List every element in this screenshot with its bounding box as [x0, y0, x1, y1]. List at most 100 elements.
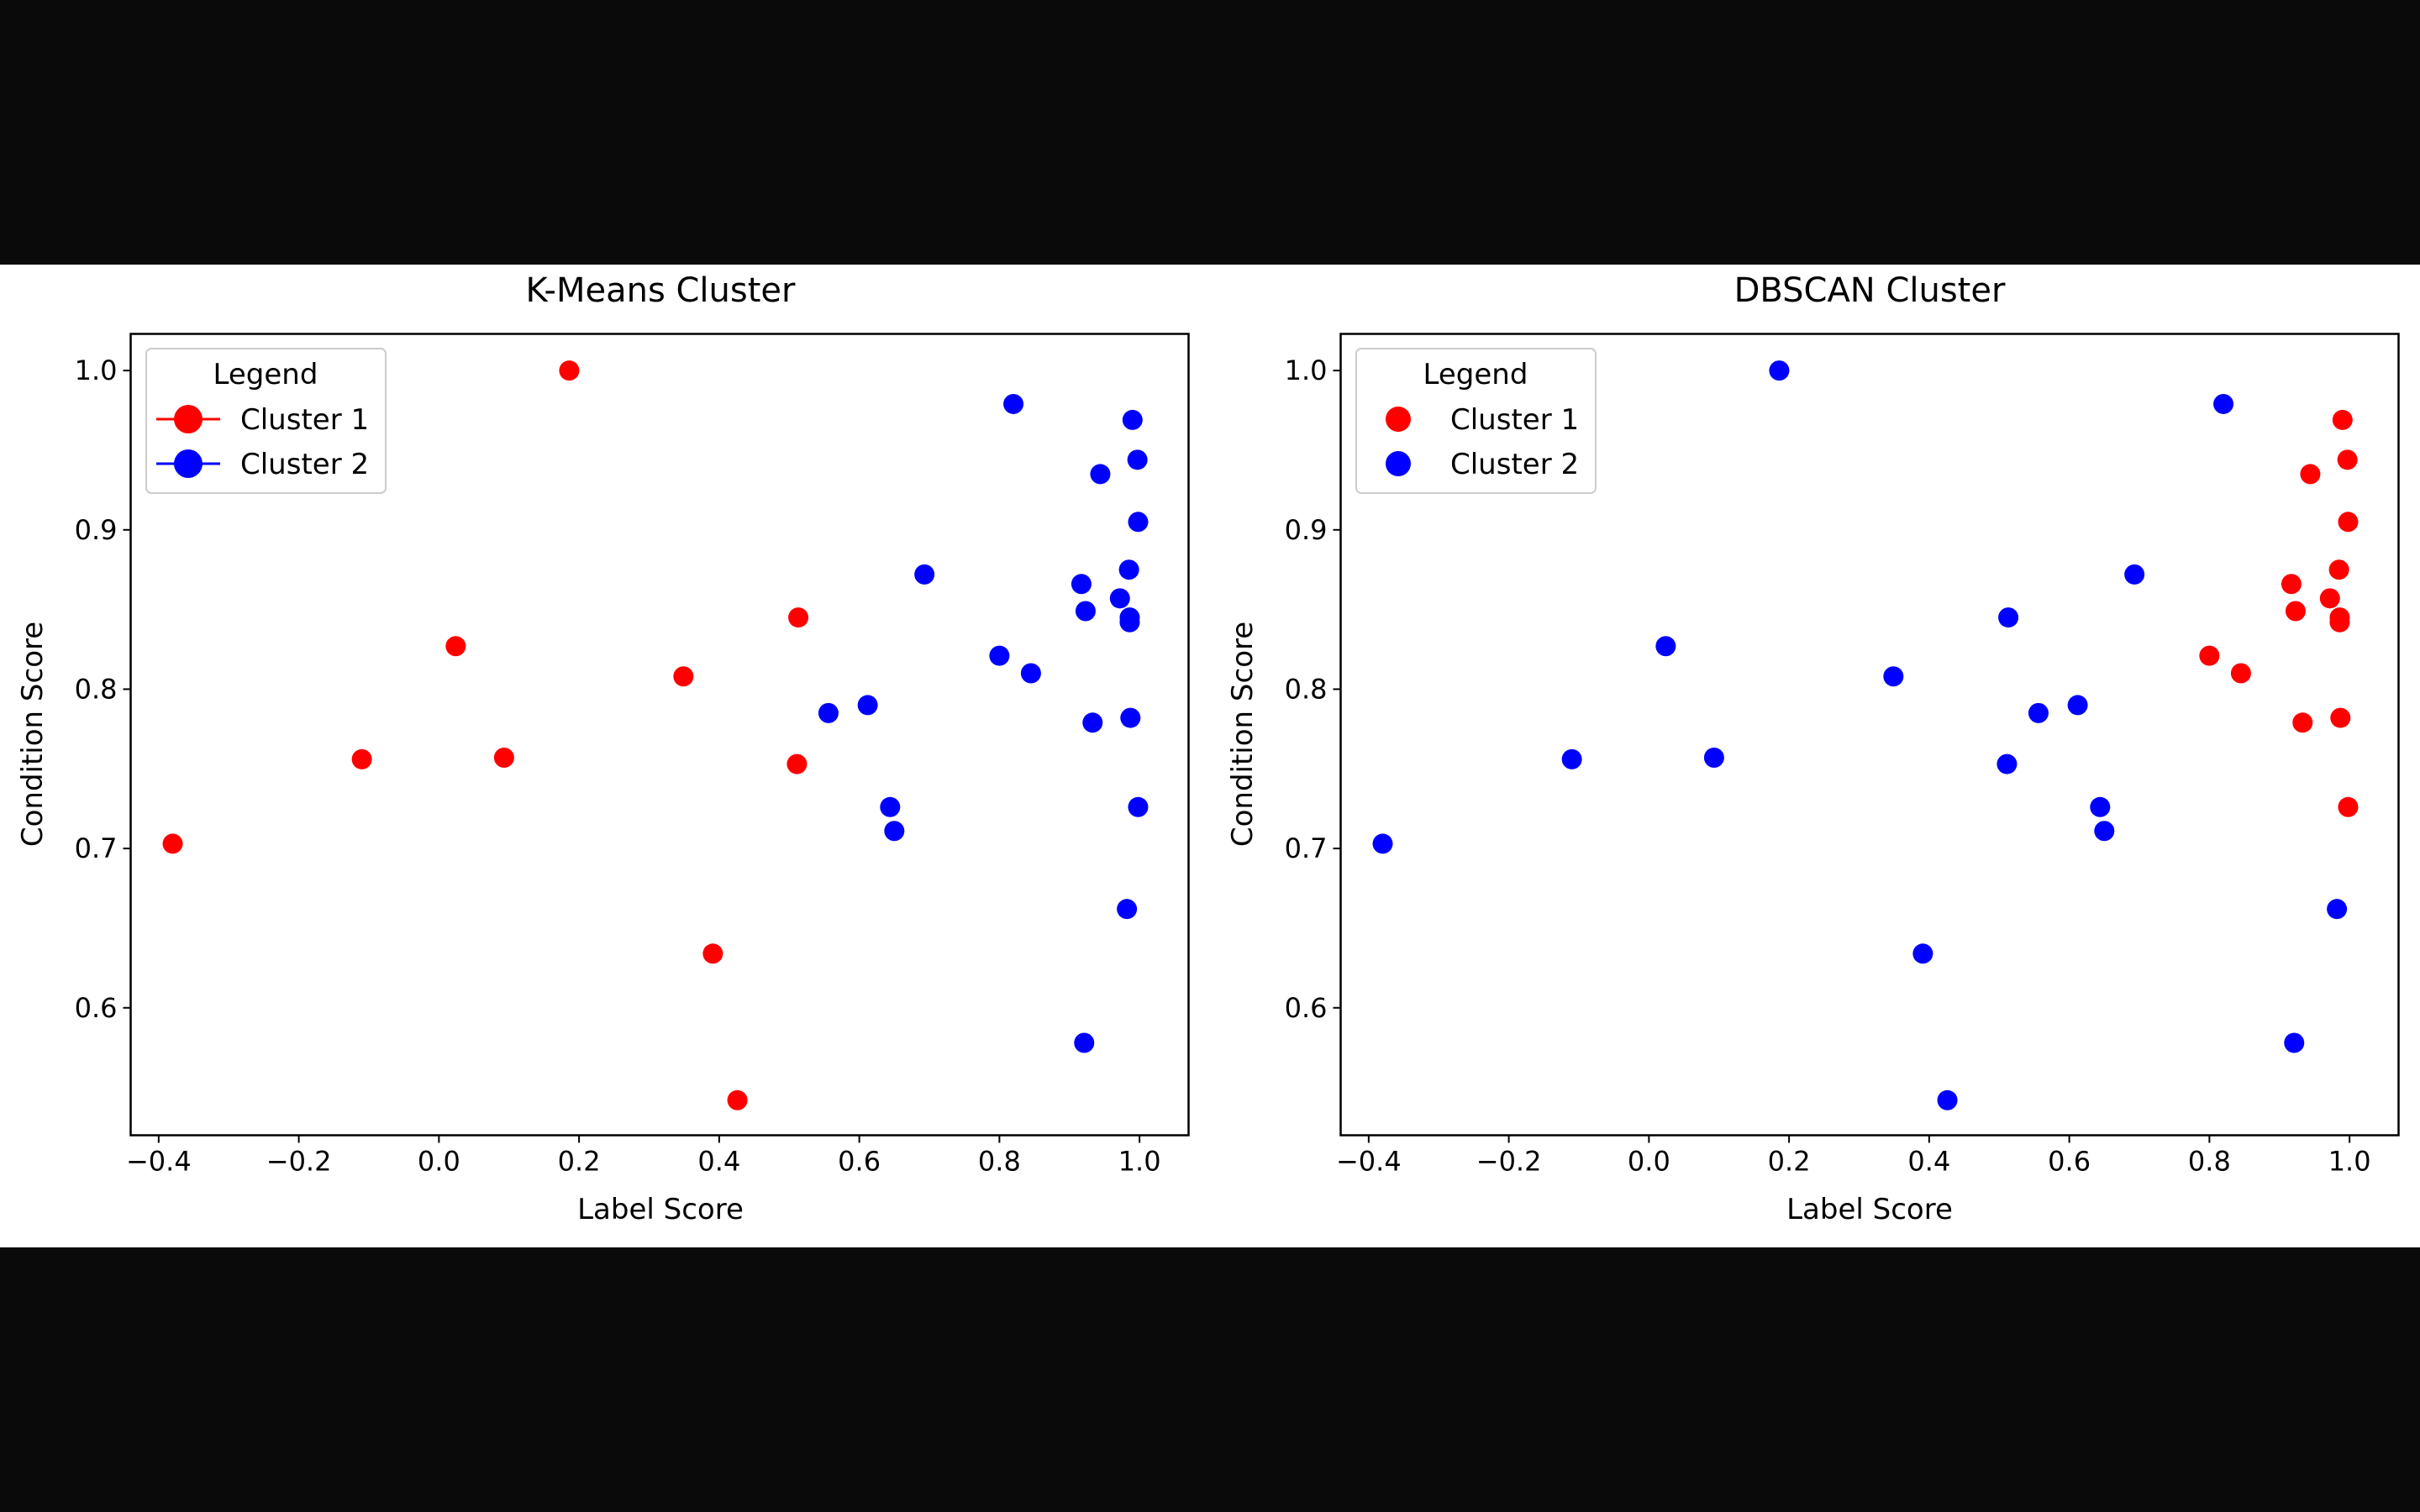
scatter-point-cluster-2 — [1074, 1032, 1095, 1053]
legend-marker — [1386, 451, 1411, 476]
scatter-point-cluster-2 — [1120, 707, 1141, 728]
legend-entry-cluster-1: Cluster 1 — [156, 403, 369, 437]
y-axis-label: Condition Score — [16, 622, 50, 847]
y-tick-label: 1.0 — [75, 354, 118, 386]
scatter-point-cluster-1 — [2285, 601, 2306, 622]
scatter-point-cluster-1 — [2338, 796, 2359, 817]
scatter-point-cluster-2 — [1109, 588, 1130, 609]
x-tick-label: 0.0 — [418, 1146, 460, 1178]
scatter-point-cluster-1 — [2230, 663, 2251, 684]
legend-label: Cluster 2 — [240, 448, 369, 481]
legend-marker — [1386, 407, 1411, 432]
legend-entry-cluster-2: Cluster 2 — [1386, 448, 1579, 481]
kmeans-chart: K-Means Cluster −0.4 −0.2 0.0 0.2 0.4 0.6 0.8 1… — [16, 271, 1190, 1226]
legend-frame — [1355, 348, 1597, 494]
x-tick-label: −0.4 — [126, 1146, 192, 1178]
x-tick-label: 0.2 — [558, 1146, 601, 1178]
scatter-points — [162, 360, 1149, 1110]
scatter-point-cluster-2 — [1020, 663, 1041, 684]
y-axis-label: Condition Score — [1226, 622, 1260, 847]
scatter-point-cluster-1 — [2281, 574, 2302, 595]
scatter-points — [1372, 360, 2359, 1110]
scatter-point-cluster-1 — [493, 748, 514, 769]
scatter-point-cluster-2 — [880, 796, 901, 817]
chart-title: DBSCAN Cluster — [1734, 271, 2006, 310]
scatter-point-cluster-1 — [2330, 707, 2351, 728]
scatter-point-cluster-1 — [2199, 645, 2220, 666]
scatter-point-cluster-1 — [786, 753, 808, 774]
scatter-point-cluster-2 — [1003, 393, 1024, 414]
scatter-point-cluster-2 — [1117, 899, 1138, 920]
scatter-point-cluster-2 — [1075, 601, 1096, 622]
y-tick-label: 0.9 — [1285, 514, 1328, 546]
scatter-point-cluster-2 — [1118, 559, 1139, 580]
scatter-point-cluster-2 — [1703, 748, 1724, 769]
scatter-point-cluster-2 — [1937, 1089, 1958, 1110]
scatter-point-cluster-2 — [1769, 360, 1790, 381]
y-tick-label: 1.0 — [1285, 354, 1328, 386]
scatter-point-cluster-2 — [1082, 712, 1103, 733]
legend-label: Cluster 1 — [1450, 403, 1579, 437]
legend-title: Legend — [1423, 358, 1528, 391]
scatter-point-cluster-2 — [1119, 607, 1140, 628]
x-axis-ticks: −0.4 −0.2 0.0 0.2 0.4 0.6 0.8 1.0 — [126, 1135, 1161, 1178]
scatter-point-cluster-2 — [2327, 899, 2348, 920]
x-tick-label: 0.0 — [1628, 1146, 1670, 1178]
scatter-point-cluster-1 — [445, 636, 466, 657]
scatter-point-cluster-1 — [2319, 588, 2340, 609]
y-tick-label: 0.6 — [75, 992, 118, 1024]
x-tick-label: 1.0 — [1118, 1146, 1161, 1178]
scatter-point-cluster-2 — [1122, 409, 1143, 430]
scatter-point-cluster-1 — [2332, 409, 2353, 430]
x-tick-label: −0.2 — [1476, 1146, 1542, 1178]
scatter-point-cluster-2 — [1071, 574, 1092, 595]
x-tick-label: 0.4 — [697, 1146, 740, 1178]
scatter-point-cluster-1 — [2300, 464, 2321, 485]
scatter-point-cluster-2 — [1996, 753, 2018, 774]
x-tick-label: 0.4 — [1907, 1146, 1950, 1178]
scatter-point-cluster-2 — [1655, 636, 1676, 657]
chart-title: K-Means Cluster — [526, 271, 797, 310]
legend-label: Cluster 1 — [240, 403, 369, 437]
scatter-point-cluster-2 — [1372, 833, 1393, 854]
scatter-point-cluster-2 — [1912, 943, 1933, 964]
scatter-point-cluster-2 — [914, 564, 935, 585]
scatter-point-cluster-2 — [1883, 666, 1904, 687]
legend-entry-cluster-1: Cluster 1 — [1386, 403, 1579, 437]
legend-label: Cluster 2 — [1450, 448, 1579, 481]
scatter-point-cluster-2 — [2124, 564, 2145, 585]
y-tick-label: 0.8 — [75, 673, 118, 705]
scatter-point-cluster-2 — [1561, 748, 1582, 769]
scatter-point-cluster-2 — [857, 695, 878, 716]
legend: Legend Cluster 1 Cluster 2 — [1355, 348, 1597, 494]
y-tick-label: 0.9 — [75, 514, 118, 546]
legend-entry-cluster-2: Cluster 2 — [156, 448, 369, 481]
scatter-point-cluster-1 — [2292, 712, 2313, 733]
scatter-point-cluster-2 — [2284, 1032, 2305, 1053]
x-tick-label: −0.4 — [1336, 1146, 1402, 1178]
legend-title: Legend — [213, 358, 318, 391]
scatter-point-cluster-2 — [2067, 695, 2088, 716]
x-tick-label: 0.6 — [2048, 1146, 2091, 1178]
scatter-point-cluster-2 — [2213, 393, 2234, 414]
scatter-point-cluster-1 — [702, 943, 723, 964]
scatter-point-cluster-2 — [1998, 607, 2019, 628]
scatter-point-cluster-1 — [788, 607, 809, 628]
scatter-point-cluster-1 — [2329, 607, 2350, 628]
scatter-point-cluster-2 — [1090, 464, 1111, 485]
x-tick-label: 0.2 — [1768, 1146, 1811, 1178]
scatter-point-cluster-2 — [884, 821, 905, 842]
x-axis-label: Label Score — [577, 1193, 744, 1226]
scatter-point-cluster-1 — [559, 360, 580, 381]
scatter-point-cluster-2 — [989, 645, 1010, 666]
scatter-point-cluster-1 — [351, 748, 372, 769]
legend-frame — [145, 348, 387, 494]
y-axis-ticks: 0.6 0.7 0.8 0.9 1.0 — [75, 354, 131, 1024]
y-tick-label: 0.8 — [1285, 673, 1328, 705]
legend-marker — [174, 405, 203, 433]
scatter-point-cluster-1 — [727, 1089, 748, 1110]
scatter-point-cluster-2 — [1128, 512, 1149, 533]
y-tick-label: 0.6 — [1285, 992, 1328, 1024]
x-tick-label: 0.6 — [838, 1146, 881, 1178]
scatter-point-cluster-2 — [1128, 796, 1149, 817]
